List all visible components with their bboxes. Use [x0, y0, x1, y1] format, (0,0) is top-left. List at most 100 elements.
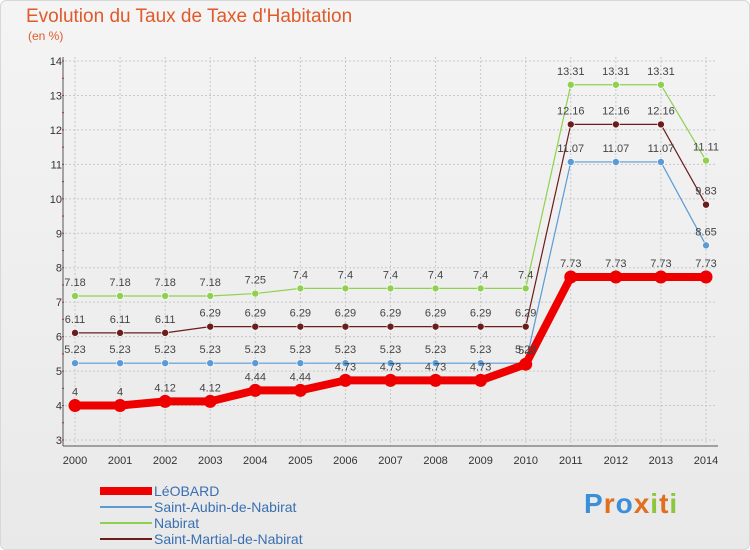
series-point-2	[612, 80, 620, 89]
data-label-2: 11.11	[693, 142, 719, 154]
series-point-3	[566, 120, 575, 129]
y-tick-label: 9	[56, 228, 62, 240]
data-label-3: 6.29	[470, 308, 491, 320]
data-label-2: 7.18	[109, 277, 130, 289]
series-point-1	[251, 359, 260, 367]
series-point-3	[431, 322, 440, 331]
series-point-0	[203, 394, 217, 408]
x-tick-label: 2003	[198, 455, 222, 467]
logo-letter: t	[659, 488, 670, 519]
data-label-2: 13.31	[647, 66, 675, 78]
data-label-0: 4.73	[470, 361, 491, 373]
series-point-3	[476, 322, 485, 331]
series-point-0	[609, 270, 623, 284]
data-label-2: 7.4	[383, 269, 398, 281]
data-label-0: 4.73	[380, 361, 401, 373]
data-label-2: 7.4	[338, 269, 353, 281]
y-tick-label: 5	[56, 366, 62, 378]
data-label-2: 13.31	[602, 66, 630, 78]
data-label-2: 7.4	[293, 269, 308, 281]
y-tick-label: 12	[50, 125, 62, 137]
series-point-2	[702, 156, 710, 165]
data-label-1: 5.23	[245, 344, 266, 356]
data-label-0: 7.73	[560, 258, 581, 270]
y-tick-label: 13	[50, 90, 62, 102]
data-label-1: 5.23	[425, 344, 446, 356]
legend-label: Nabirat	[154, 515, 200, 531]
series-point-0	[338, 373, 352, 387]
series-point-2	[386, 284, 395, 293]
series-point-1	[657, 158, 665, 166]
series-point-2	[161, 292, 169, 300]
proxiti-logo: Proxiti	[584, 488, 678, 520]
data-label-1: 5.23	[335, 344, 356, 356]
series-point-3	[612, 120, 620, 129]
y-tick-label: 7	[56, 297, 62, 309]
data-label-2: 7.18	[64, 277, 85, 289]
series-point-2	[657, 80, 665, 89]
x-tick-label: 2014	[694, 455, 718, 467]
chart-subtitle: (en %)	[28, 29, 64, 43]
data-label-0: 7.73	[605, 258, 626, 270]
y-tick-label: 14	[50, 56, 62, 68]
series-point-1	[341, 359, 350, 367]
x-tick-label: 2012	[604, 455, 628, 467]
data-label-1: 5.23	[64, 344, 85, 356]
series-point-2	[206, 292, 215, 300]
series-point-0	[474, 373, 488, 387]
x-tick-label: 2001	[108, 455, 132, 467]
legend-swatch	[100, 506, 152, 508]
x-tick-label: 2009	[468, 455, 492, 467]
data-label-3: 6.29	[200, 308, 221, 320]
series-point-2	[431, 284, 440, 293]
series-point-1	[386, 359, 395, 367]
data-label-3: 6.29	[380, 308, 401, 320]
series-point-1	[161, 359, 169, 367]
series-point-1	[116, 359, 124, 367]
data-label-0: 4.73	[335, 361, 356, 373]
series-point-1	[702, 241, 710, 250]
series-point-1	[206, 359, 215, 367]
series-point-2	[116, 292, 124, 300]
series-point-0	[654, 270, 668, 284]
data-label-2: 7.4	[473, 269, 488, 281]
series-point-0	[519, 357, 533, 371]
series-point-1	[476, 359, 485, 367]
data-label-2: 7.25	[245, 275, 266, 287]
x-tick-label: 2013	[649, 455, 673, 467]
y-tick-label: 3	[56, 435, 62, 447]
series-point-0	[113, 399, 127, 413]
logo-letter: o	[615, 488, 634, 519]
legend-swatch	[100, 538, 152, 540]
data-label-1: 5.23	[470, 344, 491, 356]
series-layer	[68, 80, 713, 413]
series-point-0	[384, 373, 397, 387]
data-label-3: 9.83	[695, 186, 716, 198]
legend-label: Saint-Aubin-de-Nabirat	[154, 499, 297, 515]
series-point-0	[158, 394, 172, 408]
series-point-0	[248, 383, 262, 397]
data-label-1: 5.23	[515, 344, 536, 356]
series-point-3	[296, 322, 305, 331]
data-label-3: 6.29	[245, 308, 266, 320]
x-tick-label: 2006	[333, 455, 357, 467]
series-point-0	[564, 270, 578, 284]
data-label-1: 5.23	[200, 344, 221, 356]
data-label-0: 4	[117, 387, 123, 399]
series-point-2	[71, 292, 79, 300]
series-point-1	[612, 158, 620, 166]
series-point-2	[566, 80, 575, 89]
data-label-3: 6.29	[425, 308, 446, 320]
logo-letter: i	[650, 488, 660, 519]
y-tick-label: 6	[56, 332, 62, 344]
legend-swatch	[100, 487, 152, 495]
y-tick-label: 4	[56, 401, 62, 413]
series-point-3	[71, 329, 79, 337]
series-point-2	[521, 284, 530, 293]
series-point-3	[116, 329, 124, 337]
data-label-3: 12.16	[647, 105, 675, 117]
x-tick-label: 2011	[559, 455, 583, 467]
data-label-2: 7.4	[518, 269, 533, 281]
data-label-3: 6.11	[155, 314, 176, 326]
